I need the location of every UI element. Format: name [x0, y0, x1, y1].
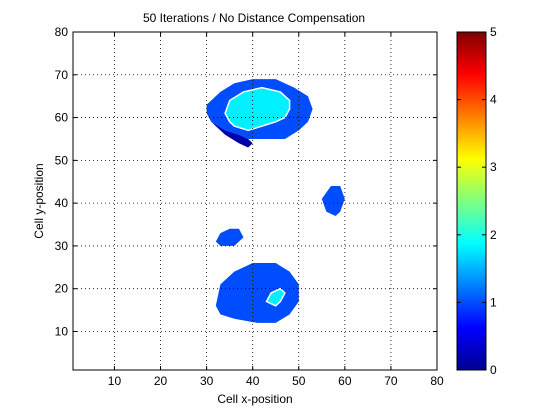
x-tick-label: 40	[246, 374, 260, 388]
x-tick-label: 70	[384, 374, 398, 388]
x-tick-label: 80	[430, 374, 444, 388]
colorbar-tick-label: 1	[490, 295, 497, 309]
y-tick-label: 70	[55, 68, 69, 82]
x-tick-label: 20	[154, 374, 168, 388]
x-tick-label: 60	[338, 374, 352, 388]
colorbar-tick-label: 2	[490, 228, 497, 242]
y-tick-label: 10	[55, 324, 69, 338]
grid-layer	[73, 32, 437, 370]
y-axis-title: Cell y-position	[32, 163, 46, 238]
colorbar-tick-label: 5	[490, 25, 497, 39]
colorbar: 0 1 2 3 4 5	[456, 25, 497, 377]
y-tick-label: 80	[55, 25, 69, 39]
plot-title: 50 Iterations / No Distance Compensation	[143, 11, 365, 25]
colorbar-ticks: 0 1 2 3 4 5	[457, 25, 497, 377]
x-tick-label: 10	[108, 374, 122, 388]
region-upper-core	[224, 86, 291, 132]
colorbar-gradient	[456, 31, 487, 371]
region-middle-right-blob	[321, 186, 345, 216]
region-lower-core	[265, 287, 286, 307]
y-tick-label: 50	[55, 153, 69, 167]
tick-layer: 10 20 30 40 50 60 70 80 10 20 30 40 50 60 70 80	[55, 25, 444, 388]
region-lower-blob	[215, 263, 299, 323]
colorbar-tick-label: 0	[490, 363, 497, 377]
region-small-left-blob	[215, 228, 244, 246]
plot-frame	[72, 31, 438, 371]
y-tick-label: 40	[55, 196, 69, 210]
y-tick-label: 30	[55, 239, 69, 253]
x-tick-label: 50	[292, 374, 306, 388]
y-tick-label: 60	[55, 111, 69, 125]
colorbar-tick-label: 3	[490, 160, 497, 174]
colorbar-tick-label: 4	[490, 93, 497, 107]
y-tick-label: 20	[55, 282, 69, 296]
region-upper-notch	[211, 121, 253, 148]
x-axis-title: Cell x-position	[217, 392, 292, 406]
regions-layer	[206, 79, 345, 323]
plot-area: 10 20 30 40 50 60 70 80 10 20 30 40 50 60 70 80	[55, 25, 444, 388]
x-tick-label: 30	[200, 374, 214, 388]
